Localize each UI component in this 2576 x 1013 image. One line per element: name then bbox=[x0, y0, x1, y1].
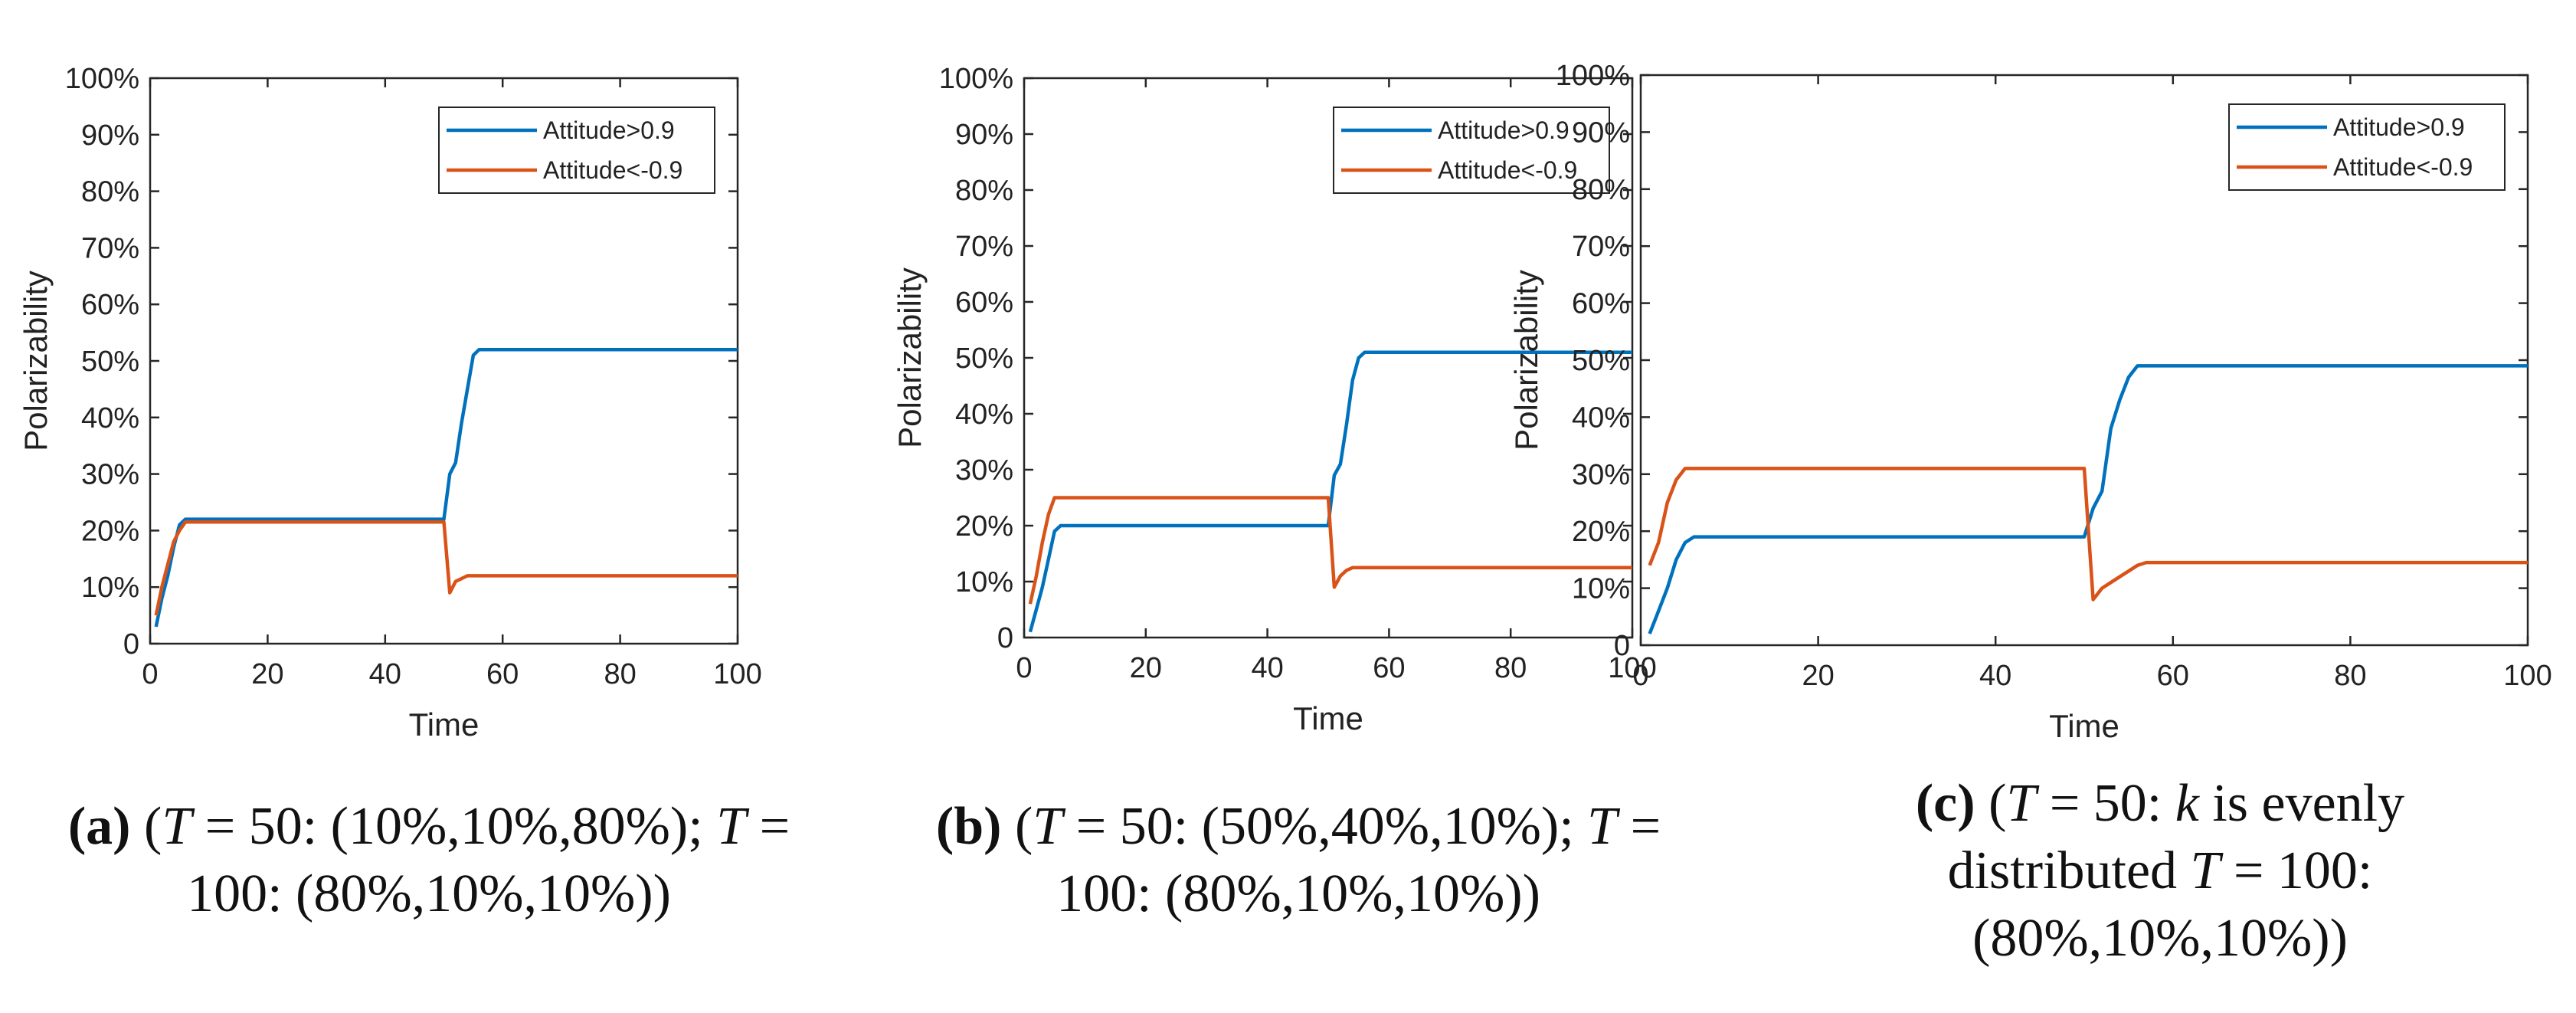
x-tick-label: 20 bbox=[1802, 660, 1834, 692]
y-tick-label: 0 bbox=[997, 622, 1013, 654]
x-tick-label: 0 bbox=[1016, 652, 1032, 684]
y-tick-label: 10% bbox=[1572, 573, 1630, 605]
y-tick-label: 70% bbox=[81, 232, 139, 264]
y-tick-label: 60% bbox=[1572, 288, 1630, 320]
y-axis-title: Polarizability bbox=[1508, 270, 1544, 451]
chart-b: 0 10% 20% 30% 40% 50% 60% 70% 80% 90% 100% 0 20 40 60 8… bbox=[892, 63, 1657, 736]
series-line-attitude-high bbox=[1028, 350, 1632, 633]
caption-c-line3: (80%,10%,10%)) bbox=[1972, 909, 2348, 968]
caption-a-line2: 100: (80%,10%,10%)) bbox=[187, 864, 671, 923]
x-tick-label: 100 bbox=[2503, 660, 2551, 692]
y-tick-label: 40% bbox=[1572, 402, 1630, 434]
legend-label: Attitude>0.9 bbox=[2333, 113, 2465, 141]
y-tick-label: 0 bbox=[123, 628, 139, 661]
series-line-attitude-low bbox=[154, 520, 738, 616]
caption-a-label: (a) bbox=[67, 797, 131, 856]
chart-c: 0 10% 20% 30% 40% 50% 60% 70% 80% 90% 100% 0 20 40 60 8… bbox=[1508, 60, 2552, 744]
y-tick-label: 70% bbox=[1572, 231, 1630, 263]
y-tick-label: 10% bbox=[81, 572, 139, 604]
caption-b-label: (b) bbox=[935, 797, 1002, 856]
y-tick-label: 90% bbox=[955, 119, 1013, 151]
x-tick-label: 20 bbox=[1130, 652, 1162, 684]
y-tick-label: 30% bbox=[955, 454, 1013, 487]
caption-b-line1: (b) (T = 50: (50%,40%,10%); T = bbox=[935, 797, 1661, 856]
x-tick-label: 80 bbox=[2334, 660, 2366, 692]
legend-label: Attitude<-0.9 bbox=[2333, 153, 2473, 181]
y-tick-label: 80% bbox=[955, 175, 1013, 207]
y-tick-label: 40% bbox=[81, 402, 139, 434]
chart-a: 0 10% 20% 30% 40% 50% 60% 70% 80% 90% 100% 0 20 40 60 8… bbox=[18, 63, 762, 743]
legend-box bbox=[438, 107, 715, 194]
y-axis-title: Polarizability bbox=[892, 267, 928, 448]
x-tick-label: 20 bbox=[251, 658, 283, 690]
y-tick-label: 60% bbox=[81, 289, 139, 321]
x-tick-label: 60 bbox=[1373, 652, 1405, 684]
y-tick-label: 70% bbox=[955, 231, 1013, 263]
caption-c-label: (c) bbox=[1915, 774, 1975, 833]
series-line-attitude-high bbox=[1648, 364, 2528, 634]
x-tick-label: 40 bbox=[1979, 660, 2011, 692]
legend-box bbox=[2228, 103, 2506, 191]
y-tick-label: 80% bbox=[81, 176, 139, 208]
legend-label: Attitude<-0.9 bbox=[543, 156, 682, 184]
y-tick-label: 50% bbox=[1572, 345, 1630, 377]
caption-c-line2: distributed T = 100: bbox=[1947, 841, 2373, 900]
legend-label: Attitude>0.9 bbox=[543, 116, 675, 144]
y-tick-label: 80% bbox=[1572, 174, 1630, 206]
y-tick-label: 90% bbox=[1572, 116, 1630, 149]
y-tick-label: 100% bbox=[65, 63, 139, 95]
caption-c: (c) (T = 50: k is evenly distributed T =… bbox=[1754, 770, 2566, 972]
caption-c-line1: (c) (T = 50: k is evenly bbox=[1915, 774, 2405, 833]
x-tick-label: 100 bbox=[713, 658, 761, 690]
caption-a: (a) (T = 50: (10%,10%,80%); T = 100: (80… bbox=[0, 793, 858, 928]
x-axis-title: Time bbox=[2049, 708, 2119, 744]
x-tick-label: 0 bbox=[142, 658, 158, 690]
x-tick-label: 60 bbox=[486, 658, 519, 690]
y-tick-label: 50% bbox=[81, 346, 139, 378]
y-tick-label: 10% bbox=[955, 566, 1013, 598]
x-tick-label: 40 bbox=[369, 658, 401, 690]
caption-b: (b) (T = 50: (50%,40%,10%); T = 100: (80… bbox=[858, 793, 1739, 928]
x-tick-label: 40 bbox=[1251, 652, 1283, 684]
y-tick-label: 100% bbox=[939, 63, 1013, 95]
y-tick-label: 60% bbox=[955, 287, 1013, 319]
legend-label: Attitude>0.9 bbox=[1438, 116, 1569, 144]
y-tick-label: 20% bbox=[955, 510, 1013, 543]
y-tick-label: 0 bbox=[1614, 630, 1630, 662]
series-line-attitude-low bbox=[1028, 496, 1632, 605]
x-tick-label: 60 bbox=[2157, 660, 2189, 692]
series-line-attitude-low bbox=[1648, 467, 2528, 602]
x-tick-label: 100 bbox=[1608, 652, 1656, 684]
x-tick-label: 80 bbox=[1494, 652, 1527, 684]
y-tick-label: 30% bbox=[81, 459, 139, 491]
x-axis-title: Time bbox=[1293, 700, 1363, 736]
y-axis-title: Polarizability bbox=[18, 270, 54, 451]
y-tick-label: 90% bbox=[81, 120, 139, 152]
y-tick-label: 100% bbox=[1556, 60, 1630, 92]
caption-b-line2: 100: (80%,10%,10%)) bbox=[1056, 864, 1540, 923]
y-tick-label: 40% bbox=[955, 398, 1013, 431]
x-tick-label: 0 bbox=[1632, 660, 1648, 692]
x-tick-label: 80 bbox=[604, 658, 636, 690]
legend-label: Attitude<-0.9 bbox=[1438, 156, 1577, 184]
x-axis-title: Time bbox=[409, 706, 480, 743]
y-tick-label: 20% bbox=[1572, 516, 1630, 548]
y-tick-label: 50% bbox=[955, 343, 1013, 375]
y-tick-label: 30% bbox=[1572, 459, 1630, 491]
legend-box bbox=[1333, 107, 1610, 194]
caption-a-line1: (a) (T = 50: (10%,10%,80%); T = bbox=[67, 797, 790, 856]
y-tick-label: 20% bbox=[81, 515, 139, 547]
